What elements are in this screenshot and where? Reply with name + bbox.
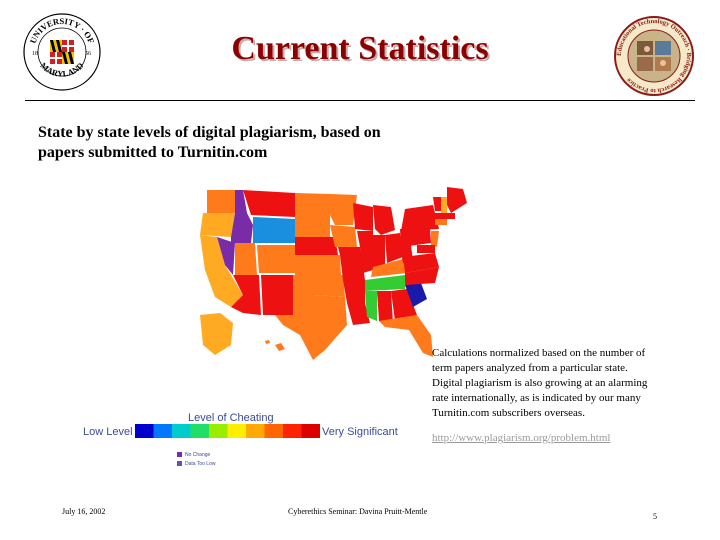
subtitle-line-1: State by state levels of digital plagiar… [38, 124, 381, 141]
state-vermont [433, 197, 441, 211]
state-texas [275, 281, 347, 360]
legend-swatch [135, 424, 154, 438]
state-arizona [231, 275, 261, 315]
state-nevada [217, 237, 235, 275]
legend-color-scale [135, 424, 320, 438]
state-south-carolina [405, 283, 427, 307]
state-connecticut [435, 219, 447, 225]
state-west-virginia [400, 245, 413, 263]
state-indiana [373, 235, 385, 267]
legend-keys: No Change Data Too Low [177, 450, 215, 468]
state-new-mexico [261, 275, 293, 315]
state-arkansas [343, 280, 365, 303]
source-link[interactable]: http://www.plagiarism.org/problem.html [432, 432, 611, 444]
state-washington [207, 190, 235, 213]
footer-date: July 16, 2002 [62, 507, 106, 516]
legend-swatch [227, 424, 247, 438]
university-of-maryland-seal-logo: UNIVERSITY · OF MARYLAND 18 56 [23, 13, 101, 91]
state-north-dakota [295, 193, 330, 215]
page-number: 5 [653, 512, 657, 521]
legend-swatch [153, 424, 173, 438]
state-alaska [200, 313, 233, 355]
state-montana [243, 190, 295, 217]
legend-title: Level of Cheating [188, 412, 274, 424]
legend-key-data-too-low: Data Too Low [177, 459, 215, 468]
us-plagiarism-map [200, 187, 467, 360]
state-hawaii-islands [265, 340, 270, 344]
note-line-5: Turnitin.com subscribers overseas. [432, 407, 585, 419]
state-massachusetts [435, 213, 455, 219]
legend-swatch [209, 424, 228, 438]
svg-text:18: 18 [32, 51, 38, 57]
state-missouri [338, 247, 365, 280]
legend-high-label: Very Significant [322, 426, 398, 438]
state-new-hampshire [441, 197, 447, 213]
state-california [200, 235, 243, 307]
slide-title: Current Statistics [231, 30, 489, 67]
state-pennsylvania [400, 227, 431, 247]
legend-key-swatch [177, 461, 182, 466]
legend-low-label: Low Level [83, 426, 133, 438]
state-kentucky [371, 259, 407, 277]
state-illinois [357, 231, 373, 273]
legend-key-swatch [177, 452, 182, 457]
state-colorado [257, 245, 295, 273]
title-divider [25, 100, 695, 101]
state-kansas [295, 255, 341, 275]
legend-swatch [283, 424, 302, 438]
slide-subtitle: State by state levels of digital plagiar… [38, 123, 458, 163]
legend-swatch [190, 424, 210, 438]
note-text: Calculations normalized based on the num… [432, 346, 682, 421]
legend-key-label: Data Too Low [185, 460, 216, 467]
state-maryland [417, 245, 435, 253]
state-mississippi [365, 291, 377, 321]
state-new-jersey [431, 231, 439, 247]
state-ohio [385, 233, 403, 263]
educational-technology-outreach-logo: Educational Technology Outreach · Bridgi… [614, 16, 694, 96]
legend-swatch [246, 424, 265, 438]
state-wyoming [253, 217, 295, 243]
state-florida [379, 315, 433, 357]
state-georgia [391, 289, 417, 321]
state-michigan [373, 205, 395, 235]
svg-text:MARYLAND: MARYLAND [38, 60, 85, 78]
state-utah [235, 243, 257, 275]
legend-key-label: No Change [185, 451, 211, 458]
state-minnesota [330, 194, 357, 225]
footer-title: Cyberethics Seminar: Davina Pruitt-Mentl… [288, 507, 428, 516]
state-tennessee [365, 275, 405, 291]
state-oklahoma [293, 275, 345, 297]
state-iowa [330, 225, 357, 247]
note-line-2: term papers analyzed from a particular s… [432, 362, 628, 374]
legend-swatch [172, 424, 191, 438]
state-idaho [231, 190, 253, 243]
note-line-1: Calculations normalized based on the num… [432, 347, 646, 359]
state-maine [447, 187, 467, 213]
legend-key-no-change: No Change [177, 450, 215, 459]
note-line-4: rate internationally, as is indicated by… [432, 392, 641, 404]
legend-swatch [264, 424, 284, 438]
state-alabama [377, 291, 393, 323]
note-line-3: Digital plagiarism is also growing at an… [432, 377, 648, 389]
state-wisconsin [353, 203, 373, 231]
subtitle-line-2: papers submitted to Turnitin.com [38, 144, 268, 161]
state-hawaii [275, 343, 285, 351]
state-new-york [401, 205, 439, 231]
legend-swatch [301, 424, 320, 438]
state-south-dakota [295, 215, 330, 237]
state-oregon [200, 213, 235, 237]
state-louisiana [347, 303, 370, 325]
state-nebraska [295, 237, 338, 255]
svg-text:56: 56 [85, 51, 91, 57]
